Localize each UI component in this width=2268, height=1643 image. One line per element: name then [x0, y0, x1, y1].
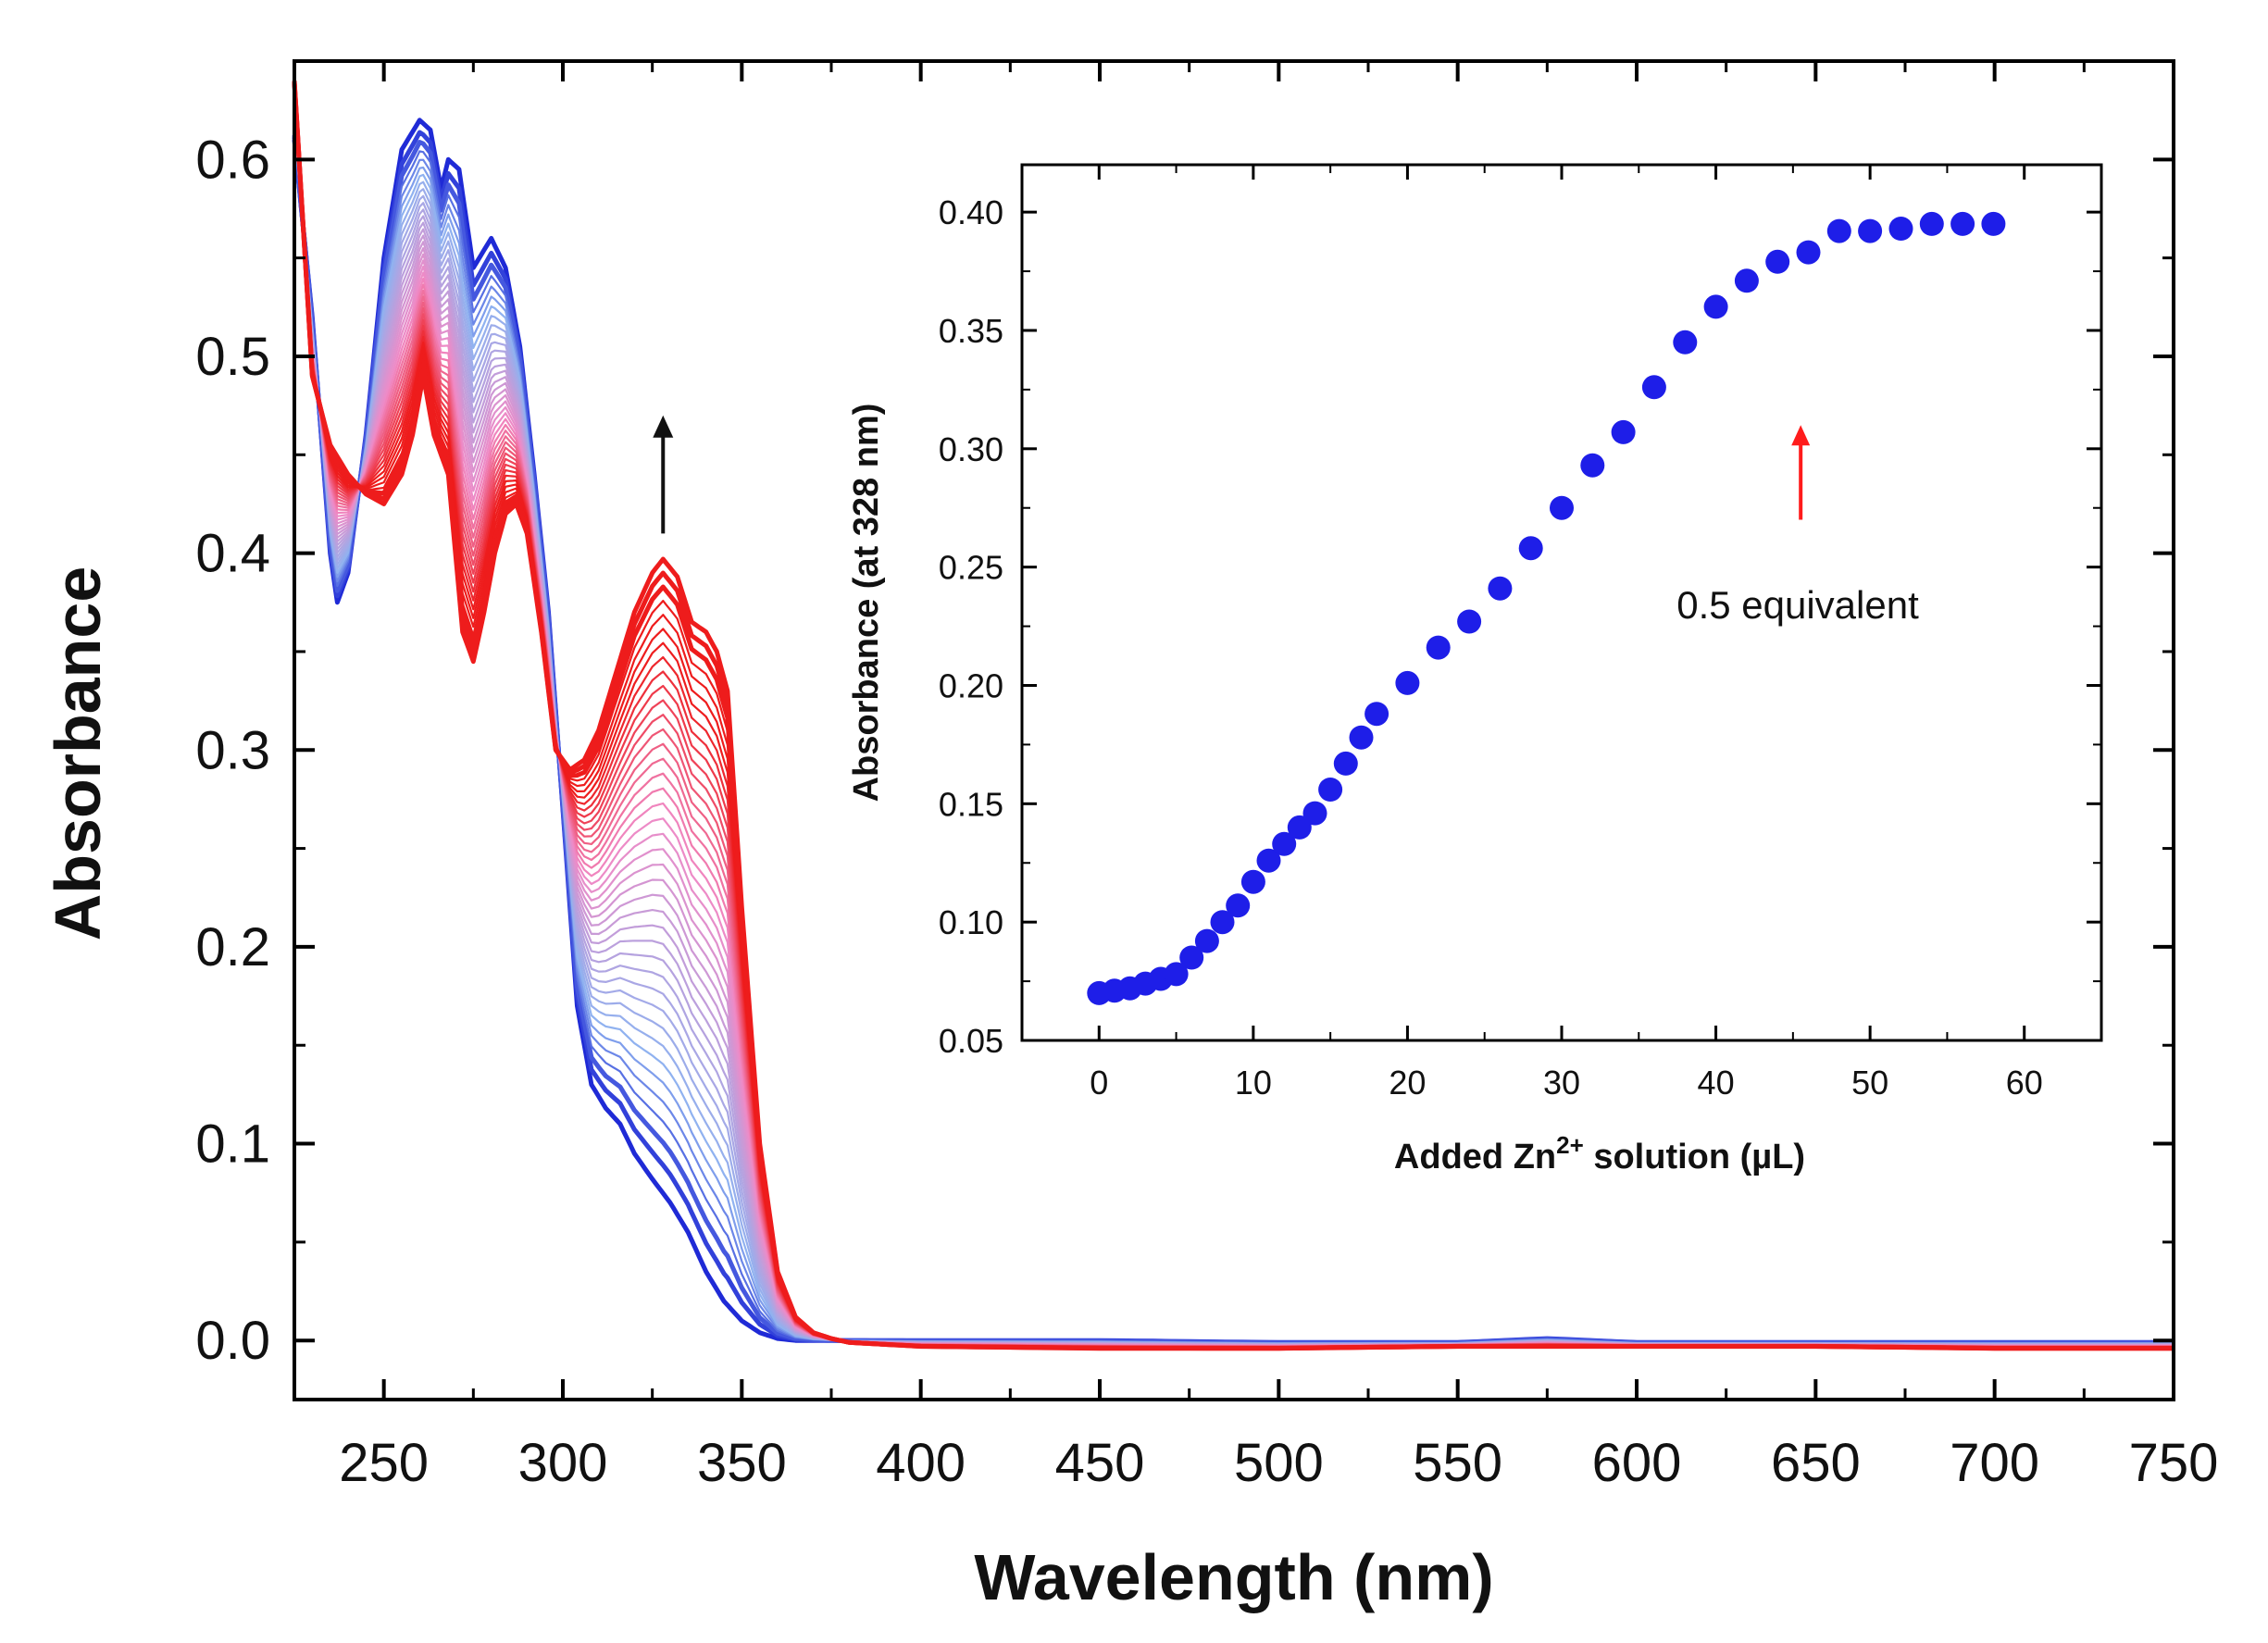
inset-data-point [1240, 869, 1265, 894]
main-y-axis-ticks: 0.0 0.1 0.2 0.3 0.4 0.5 0.6 [195, 130, 2174, 1371]
inset-data-point [1426, 635, 1451, 660]
inset-x-tick-label: 0 [1090, 1064, 1108, 1102]
main-plot-frame [293, 59, 2175, 1401]
inset-data-point [1349, 725, 1374, 750]
inset-data-points [1087, 211, 2006, 1005]
inset-x-axis-ticks: 0 10 20 30 40 50 60 [1090, 165, 2043, 1102]
inset-data-point [1302, 801, 1327, 826]
main-x-tick-label: 550 [1413, 1433, 1502, 1493]
inset-data-point [1673, 330, 1698, 355]
inset-y-tick-label: 0.05 [939, 1022, 1003, 1060]
increase-arrow-head [653, 415, 674, 438]
inset-data-point [1488, 576, 1513, 601]
inset-data-point [1580, 453, 1605, 478]
inset-data-point [1796, 240, 1821, 265]
main-y-tick-label: 0.5 [195, 327, 270, 387]
inset-data-point [1765, 249, 1790, 274]
equivalence-label: 0.5 equivalent [1676, 583, 1919, 627]
inset-data-point [1981, 211, 2006, 236]
main-y-tick-label: 0.1 [195, 1114, 270, 1175]
inset-y-tick-label: 0.10 [939, 903, 1003, 941]
main-y-axis-title: Absorbance [42, 566, 114, 941]
inset-y-tick-label: 0.35 [939, 312, 1003, 350]
main-x-tick-label: 300 [518, 1433, 608, 1493]
inset-x-axis-title: Added Zn2+ solution (µL) [1394, 1131, 1805, 1176]
main-x-axis-ticks: 250 300 350 400 450 500 550 600 650 700 750 [339, 61, 2218, 1493]
inset-data-point [1318, 778, 1343, 802]
inset-x-tick-label: 30 [1543, 1064, 1580, 1102]
inset-data-point [1518, 536, 1543, 561]
inset-x-tick-label: 60 [2006, 1064, 2043, 1102]
main-x-tick-label: 650 [1771, 1433, 1861, 1493]
main-x-tick-label: 350 [697, 1433, 787, 1493]
inset-data-point [1164, 962, 1189, 987]
inset-y-tick-label: 0.25 [939, 549, 1003, 587]
inset-x-tick-label: 20 [1389, 1064, 1426, 1102]
inset-y-axis-ticks: 0.05 0.10 0.15 0.20 0.25 0.30 0.35 0.40 [939, 193, 2101, 1060]
inset-data-point [1950, 211, 1975, 236]
inset-data-point [1919, 211, 1944, 236]
inset-data-point [1272, 831, 1297, 856]
main-annotations [653, 415, 674, 534]
inset-data-point [1194, 928, 1219, 953]
spectrum-line-40 [292, 81, 2174, 1351]
inset-data-point [1611, 419, 1636, 444]
inset-x-axis-title-suffix: solution (µL) [1584, 1138, 1805, 1176]
inset-data-point [1179, 945, 1204, 970]
inset-x-axis-title-prefix: Added Zn [1394, 1138, 1556, 1176]
inset-plot: 0 10 20 30 40 50 60 0.050.100.150.200.250.300.… [847, 163, 2103, 1176]
inset-data-point [1641, 375, 1666, 400]
main-y-tick-label: 0.3 [195, 720, 270, 780]
inset-data-point [1826, 218, 1851, 243]
inset-data-point [1858, 218, 1883, 243]
inset-data-point [1226, 893, 1251, 918]
equivalence-arrow-head [1791, 425, 1811, 446]
inset-data-point [1333, 751, 1358, 776]
main-y-tick-label: 0.2 [195, 917, 270, 977]
inset-y-axis-title: Absorbance (at 328 nm) [847, 404, 886, 803]
inset-x-tick-label: 40 [1698, 1064, 1735, 1102]
inset-data-point [1550, 495, 1574, 520]
inset-data-point [1395, 670, 1420, 695]
main-x-axis-title: Wavelength (nm) [974, 1541, 1493, 1613]
main-y-tick-label: 0.0 [195, 1311, 270, 1371]
main-x-tick-label: 600 [1592, 1433, 1682, 1493]
inset-x-tick-label: 50 [1851, 1064, 1888, 1102]
inset-data-point [1287, 815, 1312, 840]
main-x-tick-label: 400 [876, 1433, 966, 1493]
main-x-tick-label: 700 [1950, 1433, 2039, 1493]
main-plot: 250 300 350 400 450 500 550 600 650 700 750 0.00.1… [42, 59, 2218, 1613]
inset-data-point [1457, 609, 1482, 634]
inset-data-point [1365, 702, 1389, 727]
main-y-tick-label: 0.6 [195, 130, 270, 190]
inset-annotation: 0.5 equivalent [1676, 425, 1919, 627]
inset-x-tick-label: 10 [1235, 1064, 1272, 1102]
main-x-tick-label: 450 [1055, 1433, 1145, 1493]
main-y-tick-label: 0.4 [195, 524, 270, 584]
inset-data-point [1256, 848, 1281, 873]
main-x-tick-label: 750 [2129, 1433, 2219, 1493]
inset-data-point [1888, 217, 1913, 241]
inset-y-tick-label: 0.40 [939, 193, 1003, 231]
inset-y-tick-label: 0.15 [939, 785, 1003, 823]
main-x-tick-label: 500 [1234, 1433, 1324, 1493]
inset-y-tick-label: 0.30 [939, 430, 1003, 468]
inset-background [1022, 165, 2101, 1040]
inset-y-tick-label: 0.20 [939, 666, 1003, 704]
inset-data-point [1703, 294, 1728, 319]
main-curves [292, 81, 2174, 1351]
main-x-tick-label: 250 [339, 1433, 429, 1493]
inset-data-point [1210, 910, 1235, 935]
inset-x-axis-title-superscript: 2+ [1556, 1131, 1584, 1159]
inset-data-point [1734, 268, 1759, 293]
